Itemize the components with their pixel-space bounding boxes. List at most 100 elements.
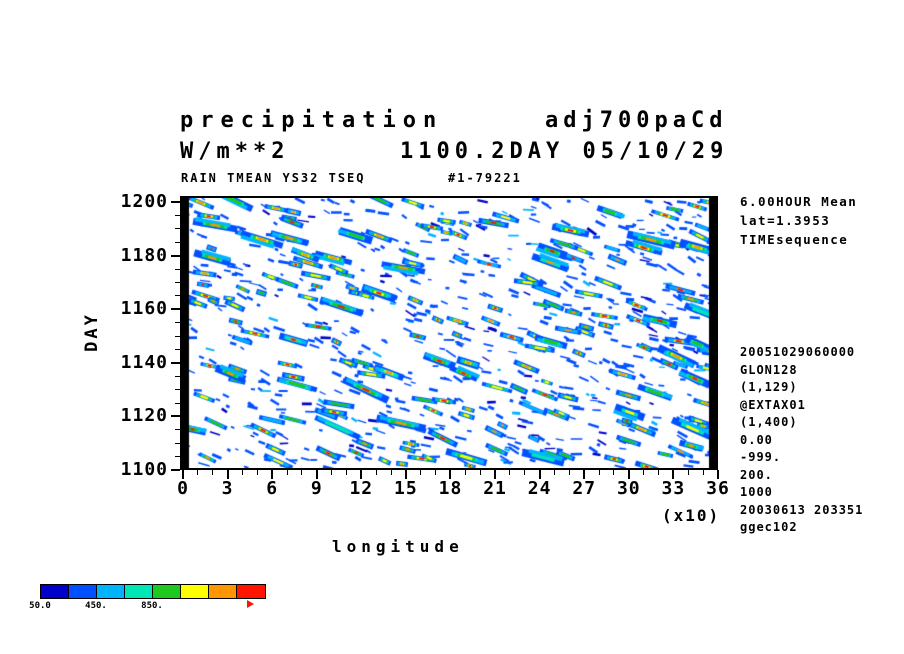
x-minor-tick-mark — [568, 470, 570, 475]
y-tick-label: 1200 — [120, 191, 168, 212]
x-minor-tick-mark — [464, 470, 466, 475]
y-tick-label: 1160 — [120, 298, 168, 320]
side-note-line: @EXTAX01 — [740, 397, 806, 412]
side-note-line: 6.00HOUR Mean — [740, 194, 858, 209]
y-minor-tick-mark — [175, 335, 180, 337]
x-minor-tick-mark — [256, 470, 258, 475]
x-tick-label: 12 — [349, 478, 374, 499]
x-tick-mark — [583, 470, 586, 479]
x-tick-label: 15 — [394, 478, 418, 499]
time-label: 1100.2DAY 05/10/29 — [400, 139, 729, 164]
side-note-line: 20030613 203351 — [740, 502, 864, 517]
x-minor-tick-mark — [241, 470, 243, 475]
colorbar-segment — [125, 585, 153, 598]
x-minor-tick-mark — [390, 470, 392, 475]
side-note-line: 0.00 — [740, 432, 773, 447]
y-minor-tick-mark — [175, 214, 180, 216]
y-tick-label: 1180 — [120, 244, 168, 266]
x-tick-label: 0 — [177, 478, 189, 499]
x-tick-mark — [449, 470, 452, 479]
side-note-line: lat=1.3953 — [740, 213, 831, 228]
x-tick-mark — [182, 470, 184, 479]
x-tick-mark — [672, 470, 675, 479]
x-tick-label: 24 — [527, 478, 552, 499]
x-minor-tick-mark — [598, 470, 600, 475]
plot-title: precipitation — [180, 108, 444, 133]
y-minor-tick-mark — [175, 322, 180, 324]
y-tick-label: 1100 — [120, 459, 168, 480]
colorbar-segment — [181, 585, 209, 598]
side-note-line: GLON128 — [740, 362, 798, 377]
colorbar-segment — [69, 585, 97, 598]
colorbar-segment — [237, 585, 265, 598]
colorbar-segment — [41, 585, 69, 598]
x-tick-mark — [226, 470, 229, 479]
y-minor-tick-mark — [175, 429, 180, 431]
colorbar-label: 850. — [141, 601, 163, 611]
y-minor-tick-mark — [175, 389, 180, 391]
x-minor-tick-mark — [479, 470, 481, 475]
x-tick-mark — [271, 470, 274, 479]
x-axis-title: longitude — [332, 537, 464, 556]
x-tick-mark — [538, 470, 541, 479]
colorbar-segment — [209, 585, 237, 598]
x-minor-tick-mark — [331, 470, 333, 475]
y-tick-mark — [171, 361, 180, 364]
colorbar-segment — [97, 585, 125, 598]
x-minor-tick-mark — [687, 470, 689, 475]
side-note-line: 200. — [740, 467, 773, 482]
side-note-line: 1000 — [740, 485, 773, 499]
x-tick-mark — [315, 470, 318, 479]
y-minor-tick-mark — [175, 402, 180, 404]
x-tick-label: 21 — [483, 478, 507, 499]
colorbar — [40, 584, 266, 599]
side-note-line: TIMEsequence — [740, 232, 849, 247]
x-tick-mark — [627, 470, 630, 479]
x-minor-tick-mark — [509, 470, 511, 475]
x-minor-tick-mark — [286, 470, 288, 475]
side-note-line: (1,129) — [740, 380, 798, 394]
plot-area — [180, 196, 718, 470]
colorbar-label: 450. — [85, 601, 107, 611]
x-tick-label: 9 — [310, 478, 323, 499]
y-tick-mark — [171, 469, 180, 471]
x-minor-tick-mark — [524, 470, 526, 475]
x-tick-label: 27 — [572, 478, 597, 499]
x-minor-tick-mark — [375, 470, 377, 475]
y-tick-mark — [171, 254, 180, 257]
y-minor-tick-mark — [175, 241, 180, 243]
side-note-line: 20051029060000 — [740, 345, 856, 359]
x-tick-label: 18 — [438, 478, 463, 499]
y-minor-tick-mark — [175, 295, 180, 297]
y-tick-mark — [171, 201, 180, 203]
x-tick-label: 6 — [266, 478, 279, 499]
units-label: W/m**2 — [180, 139, 290, 164]
x-tick-label: 3 — [221, 478, 234, 499]
x-tick-label: 33 — [661, 478, 686, 499]
x-tick-label: 36 — [706, 478, 730, 499]
x-axis-scale-note: (x10) — [662, 506, 721, 525]
x-minor-tick-mark — [212, 470, 214, 475]
y-minor-tick-mark — [175, 281, 180, 283]
x-minor-tick-mark — [435, 470, 437, 475]
x-minor-tick-mark — [613, 470, 615, 475]
y-minor-tick-mark — [175, 456, 180, 458]
y-tick-label: 1120 — [120, 405, 168, 427]
x-minor-tick-mark — [554, 470, 555, 475]
x-minor-tick-mark — [420, 470, 422, 475]
x-minor-tick-mark — [197, 470, 199, 475]
y-tick-mark — [171, 308, 180, 311]
x-tick-mark — [716, 470, 719, 479]
x-minor-tick-mark — [643, 470, 645, 475]
y-tick-label: 1140 — [120, 351, 168, 373]
x-minor-tick-mark — [658, 470, 660, 475]
subtitle-right: #1-79221 — [448, 171, 522, 185]
plot-title-right: adj700paCd — [545, 108, 728, 133]
colorbar-label: 50.0 — [29, 601, 51, 611]
x-tick-label: 30 — [616, 478, 641, 499]
y-axis-title: DAY — [81, 312, 102, 352]
x-tick-mark — [360, 470, 363, 479]
precip-field-canvas — [182, 198, 716, 468]
side-note-line: (1,400) — [740, 415, 798, 429]
